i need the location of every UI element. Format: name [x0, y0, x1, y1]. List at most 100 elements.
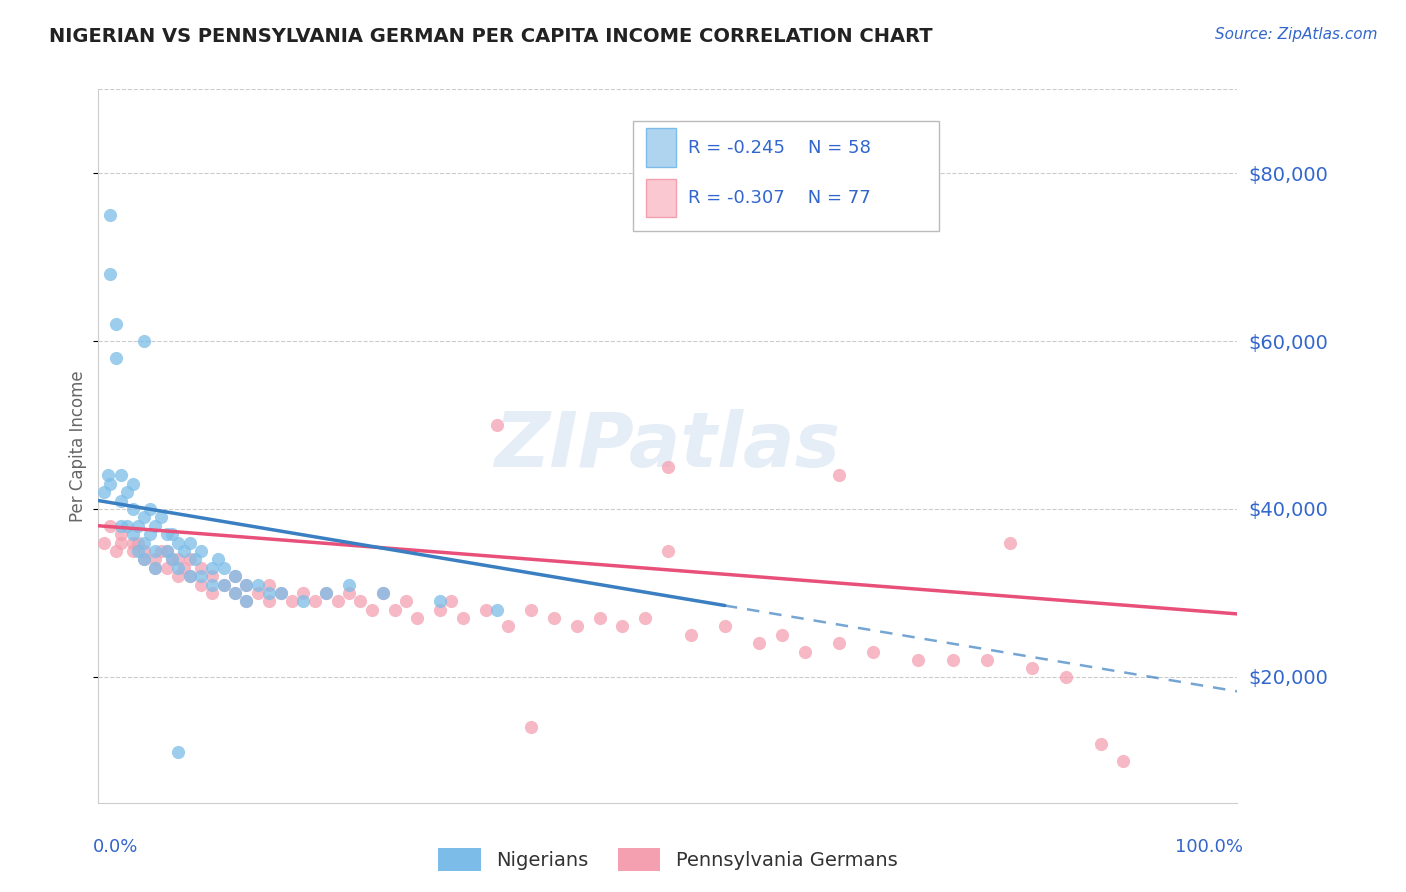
- Point: [212, 560, 235, 574]
- Point: [201, 577, 224, 591]
- Point: [474, 603, 496, 617]
- Point: [145, 518, 167, 533]
- Point: [498, 619, 520, 633]
- Point: [235, 577, 257, 591]
- Text: R = -0.307    N = 77: R = -0.307 N = 77: [689, 189, 872, 207]
- Point: [121, 535, 143, 549]
- Point: [212, 577, 235, 591]
- Point: [132, 544, 155, 558]
- Point: [486, 417, 509, 432]
- Text: R = -0.245    N = 58: R = -0.245 N = 58: [689, 138, 872, 157]
- Point: [150, 510, 173, 524]
- Point: [1090, 737, 1112, 751]
- Point: [127, 544, 149, 558]
- Point: [657, 460, 679, 475]
- Point: [93, 535, 115, 549]
- Point: [1112, 754, 1135, 768]
- Point: [451, 611, 474, 625]
- Point: [793, 645, 815, 659]
- Point: [132, 552, 155, 566]
- Point: [212, 577, 235, 591]
- Point: [138, 502, 160, 516]
- Point: [132, 535, 155, 549]
- Point: [224, 569, 246, 583]
- Point: [679, 628, 702, 642]
- Point: [942, 653, 965, 667]
- Point: [224, 569, 246, 583]
- Point: [406, 611, 429, 625]
- Point: [150, 544, 173, 558]
- Point: [132, 334, 155, 348]
- Y-axis label: Per Capita Income: Per Capita Income: [69, 370, 87, 522]
- Point: [270, 586, 292, 600]
- Point: [201, 586, 224, 600]
- Point: [127, 518, 149, 533]
- Point: [612, 619, 634, 633]
- Point: [246, 577, 269, 591]
- Point: [337, 586, 360, 600]
- Point: [292, 586, 315, 600]
- Point: [179, 569, 201, 583]
- Point: [93, 485, 115, 500]
- Point: [224, 586, 246, 600]
- Point: [998, 535, 1021, 549]
- Point: [190, 577, 212, 591]
- Point: [190, 544, 212, 558]
- Point: [104, 544, 127, 558]
- Point: [145, 560, 167, 574]
- Point: [259, 586, 281, 600]
- Point: [98, 518, 121, 533]
- Text: Source: ZipAtlas.com: Source: ZipAtlas.com: [1215, 27, 1378, 42]
- Point: [110, 493, 132, 508]
- Text: ZIPatlas: ZIPatlas: [495, 409, 841, 483]
- Point: [184, 552, 207, 566]
- Point: [138, 527, 160, 541]
- Point: [98, 476, 121, 491]
- Point: [326, 594, 349, 608]
- Point: [207, 552, 229, 566]
- Point: [167, 560, 190, 574]
- Point: [173, 560, 195, 574]
- Point: [371, 586, 394, 600]
- Point: [259, 594, 281, 608]
- Point: [110, 535, 132, 549]
- Point: [162, 527, 184, 541]
- Point: [349, 594, 371, 608]
- Point: [1021, 661, 1043, 675]
- Point: [121, 527, 143, 541]
- Point: [96, 468, 118, 483]
- Point: [121, 544, 143, 558]
- Point: [179, 552, 201, 566]
- Point: [115, 518, 138, 533]
- Point: [315, 586, 337, 600]
- Point: [657, 544, 679, 558]
- Point: [190, 569, 212, 583]
- Point: [429, 594, 451, 608]
- Point: [167, 569, 190, 583]
- Point: [440, 594, 463, 608]
- Point: [201, 560, 224, 574]
- Point: [179, 569, 201, 583]
- Point: [429, 603, 451, 617]
- Point: [162, 552, 184, 566]
- Point: [395, 594, 418, 608]
- Point: [145, 552, 167, 566]
- Point: [315, 586, 337, 600]
- Point: [156, 560, 179, 574]
- Text: 0.0%: 0.0%: [93, 838, 138, 856]
- Point: [104, 351, 127, 365]
- Point: [337, 577, 360, 591]
- Point: [1054, 670, 1078, 684]
- Point: [121, 476, 143, 491]
- Point: [270, 586, 292, 600]
- Point: [162, 552, 184, 566]
- Point: [371, 586, 394, 600]
- Point: [121, 502, 143, 516]
- Point: [384, 603, 406, 617]
- Point: [190, 560, 212, 574]
- Point: [167, 552, 190, 566]
- Point: [634, 611, 657, 625]
- Point: [115, 485, 138, 500]
- Legend: Nigerians, Pennsylvania Germans: Nigerians, Pennsylvania Germans: [430, 840, 905, 879]
- Point: [104, 318, 127, 332]
